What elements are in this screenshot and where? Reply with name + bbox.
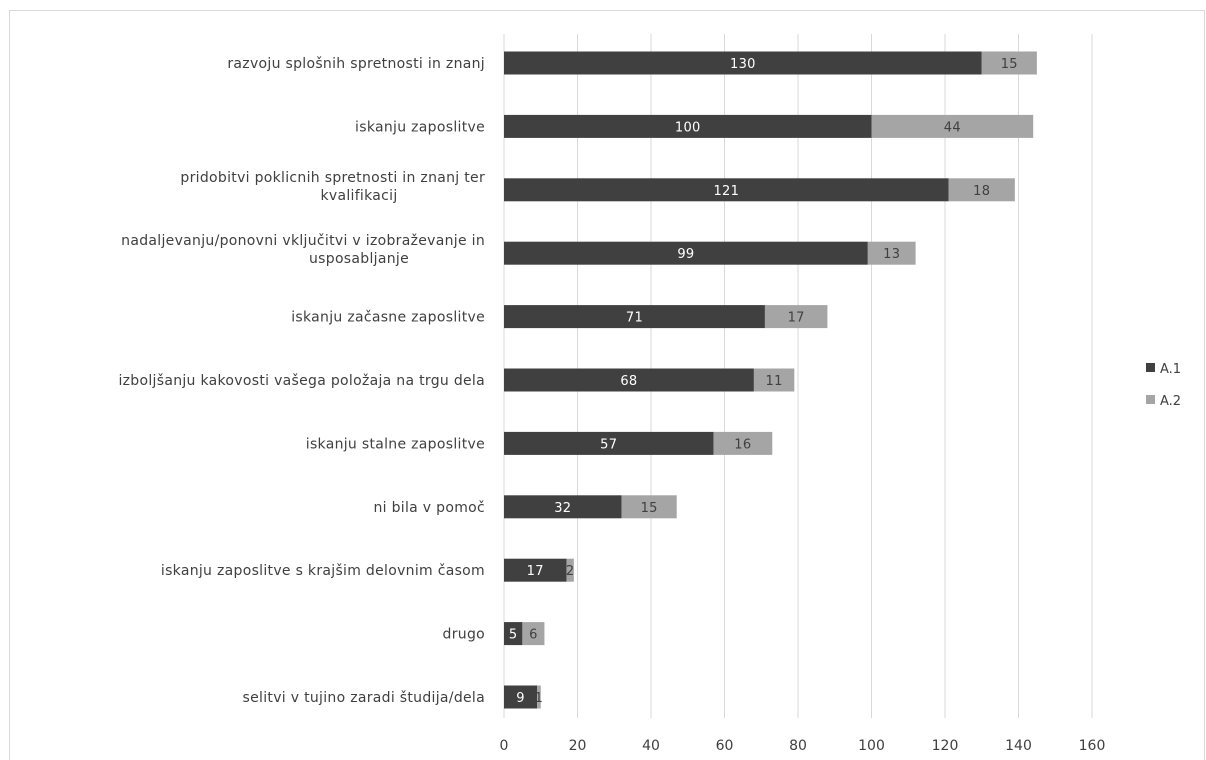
x-tick-label: 100: [858, 738, 885, 754]
bar-a2: [537, 685, 541, 709]
bar-a1: [504, 622, 523, 646]
bar-data-label: 6: [529, 628, 538, 643]
bar-data-label: 130: [730, 57, 756, 72]
category-labels: razvoju splošnih spretnosti in znanj iska…: [118, 56, 486, 706]
legend: A.1 A.2: [1146, 362, 1181, 409]
category-label: iskanju zaposlitve: [355, 119, 485, 135]
bar-data-label: 17: [527, 564, 544, 579]
bar-a1: [504, 241, 868, 265]
bar-data-label: 13: [883, 247, 900, 262]
x-tick-label: 0: [500, 738, 509, 754]
bar-data-label: 15: [1001, 57, 1018, 72]
bar-data-label: 32: [554, 501, 571, 516]
bar-a2: [621, 495, 677, 519]
bar-data-label: 2: [566, 564, 575, 579]
bar-a1: [504, 305, 765, 329]
x-tick-label: 40: [642, 738, 660, 754]
bar-a2: [522, 622, 545, 646]
bar-a1: [504, 558, 567, 582]
bar-data-label: 9: [516, 691, 525, 706]
bar-data-label: 16: [734, 437, 751, 452]
x-tick-label: 120: [932, 738, 959, 754]
bar-data-label: 68: [620, 374, 637, 389]
category-label: selitvi v tujino zaradi študija/dela: [243, 690, 485, 706]
bar-a2: [764, 305, 828, 329]
bar-data-label: 15: [641, 501, 658, 516]
legend-swatch: [1146, 395, 1155, 404]
bar-data-label: 100: [675, 120, 701, 135]
bar-a1: [504, 685, 538, 709]
bar-a1: [504, 495, 622, 519]
bar-data-label: 121: [713, 184, 739, 199]
bar-a2: [871, 114, 1034, 138]
category-label: iskanju zaposlitve s krajšim delovnim ča…: [161, 563, 485, 579]
bar-data-label: 5: [509, 628, 518, 643]
bar-a2: [713, 431, 773, 455]
bar-a1: [504, 114, 872, 138]
category-label: iskanju začasne zaposlitve: [291, 310, 485, 326]
bars: 130 15 100 44 121 18 99 13 71 17 68 11 57 16 32 15 17 2 5 6…: [504, 51, 1037, 709]
x-tick-label: 60: [716, 738, 734, 754]
bar-data-label: 71: [626, 311, 643, 326]
legend-label: A.2: [1160, 394, 1181, 409]
bar-a2: [948, 178, 1015, 202]
category-label: drugo: [443, 627, 485, 643]
bar-a1: [504, 51, 982, 75]
bar-a2: [753, 368, 795, 392]
category-label: razvoju splošnih spretnosti in znanj: [227, 56, 485, 72]
bar-data-label: 57: [600, 437, 617, 452]
x-axis-ticks: 0 20 40 60 80 100 120 140 160: [500, 738, 1106, 754]
bar-a1: [504, 178, 949, 202]
category-label: iskanju stalne zaposlitve: [306, 436, 485, 452]
bar-data-label: 11: [766, 374, 783, 389]
bar-a1: [504, 431, 714, 455]
bar-data-label: 18: [973, 184, 990, 199]
category-label: pridobitvi poklicnih spretnosti in znanj…: [180, 170, 485, 204]
bar-data-label: 17: [788, 311, 805, 326]
bar-a2: [867, 241, 916, 265]
bar-a2: [566, 558, 574, 582]
bar-data-label: 99: [677, 247, 694, 262]
legend-label: A.1: [1160, 362, 1181, 377]
x-tick-label: 160: [1079, 738, 1106, 754]
bar-data-label: 1: [535, 691, 544, 706]
category-label: izboljšanju kakovosti vašega položaja na…: [118, 373, 485, 389]
bar-data-label: 44: [944, 120, 961, 135]
x-tick-label: 20: [569, 738, 587, 754]
bar-a1: [504, 368, 754, 392]
bar-a2: [981, 51, 1037, 75]
category-label: ni bila v pomoč: [374, 500, 486, 516]
legend-swatch: [1146, 363, 1155, 372]
x-tick-label: 80: [789, 738, 807, 754]
category-label: nadaljevanju/ponovni vključitvi v izobra…: [121, 233, 485, 267]
x-tick-label: 140: [1005, 738, 1032, 754]
